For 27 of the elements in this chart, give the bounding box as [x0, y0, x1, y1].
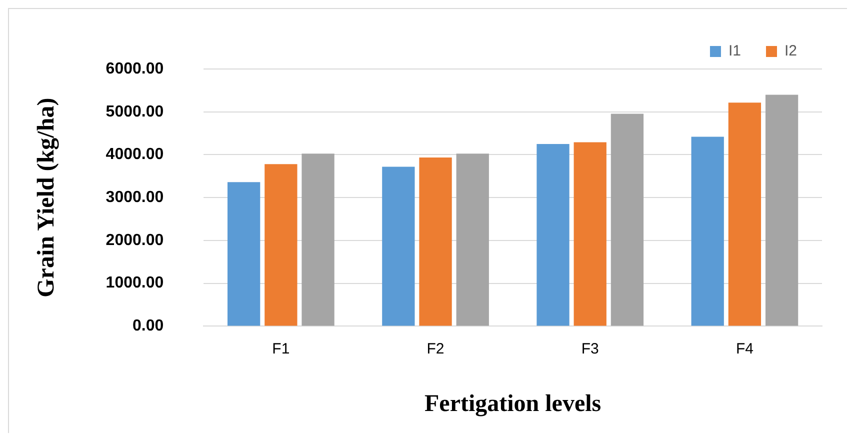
bar: [536, 144, 570, 326]
bar: [574, 142, 606, 326]
bar: [382, 166, 415, 326]
bar: [765, 94, 798, 326]
x-tick-label: F4: [736, 340, 754, 358]
bar: [610, 114, 644, 326]
bar: [419, 158, 452, 326]
bar: [728, 102, 762, 326]
y-tick-label: 6000.00: [106, 60, 164, 78]
y-tick-label: 4000.00: [106, 146, 164, 164]
y-tick-label: 2000.00: [106, 232, 164, 249]
bar: [264, 164, 298, 326]
bar: [691, 136, 724, 326]
y-tick-label: 5000.00: [106, 103, 164, 120]
y-tick-label: 0.00: [132, 318, 164, 335]
y-tick-label: 1000.00: [106, 274, 164, 292]
x-tick-label: F3: [581, 340, 599, 358]
y-tick-label: 3000.00: [106, 189, 164, 206]
x-tick-label: F2: [426, 340, 444, 358]
bar: [456, 154, 489, 326]
y-axis-title: Grain Yield (kg/ha): [34, 98, 60, 298]
x-tick-label: F1: [272, 340, 290, 358]
bar: [302, 154, 334, 326]
legend-label: I2: [784, 42, 798, 60]
x-axis-title: Fertigation levels: [424, 390, 602, 417]
legend-label: I1: [728, 42, 741, 60]
bar: [228, 182, 260, 326]
